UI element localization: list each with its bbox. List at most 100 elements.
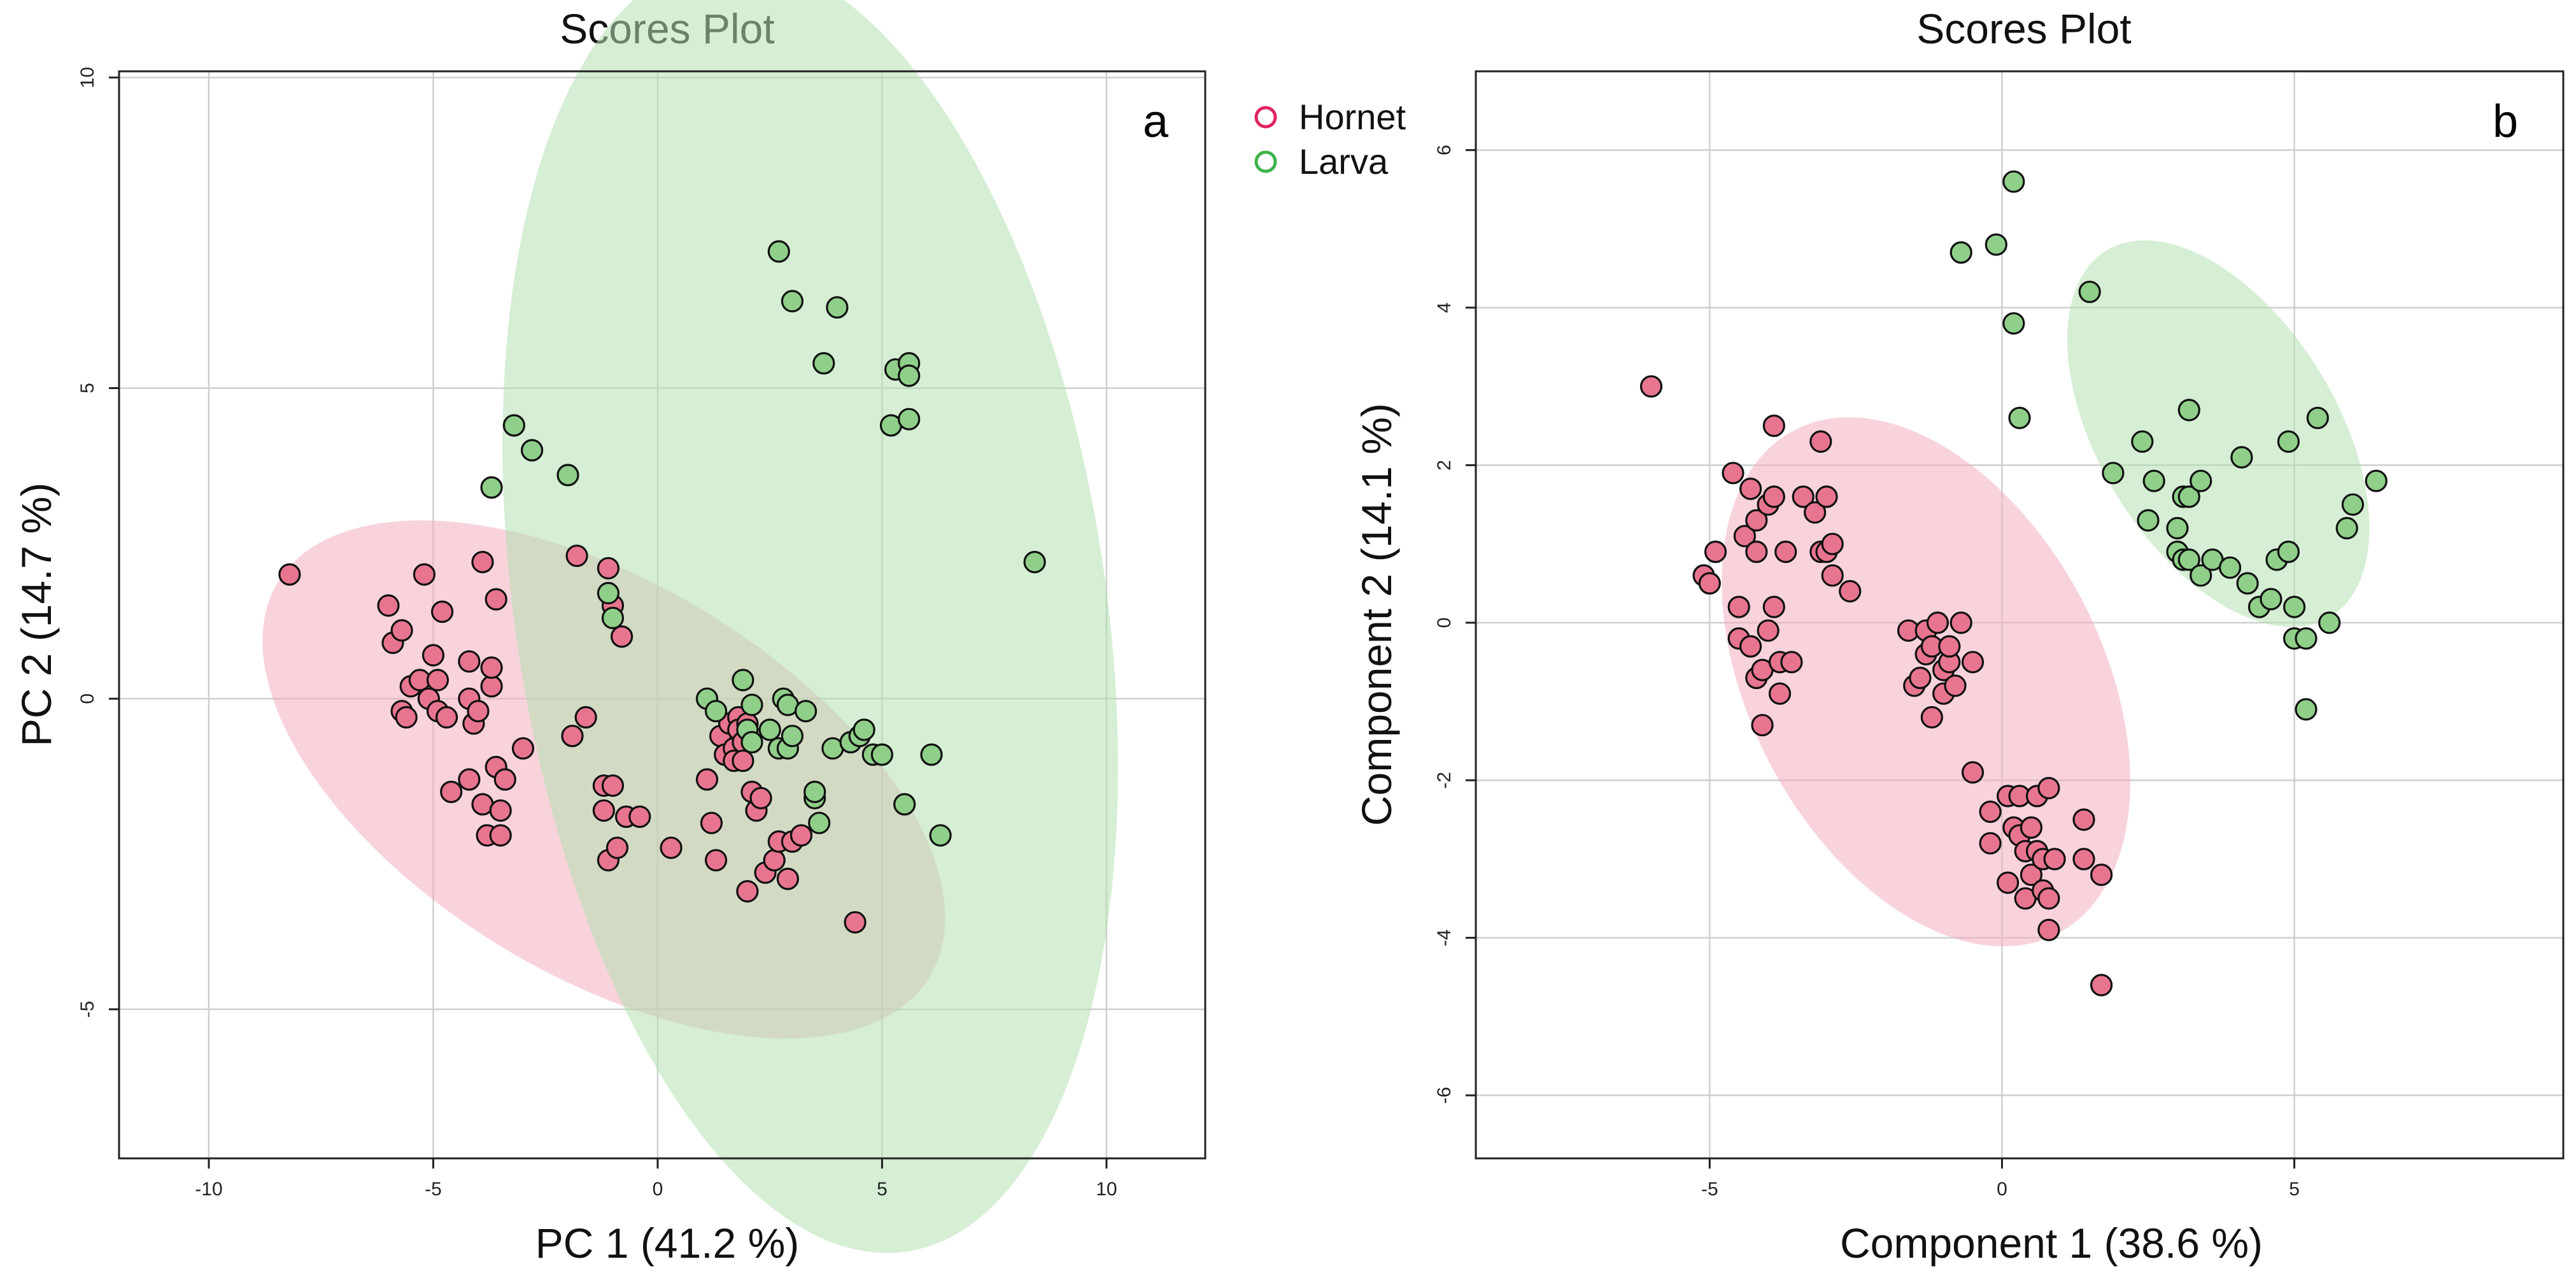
point-larva xyxy=(767,240,790,263)
point-hornet xyxy=(605,836,629,859)
point-larva xyxy=(803,780,826,804)
point-larva xyxy=(2008,406,2031,429)
y-tick-label: 6 xyxy=(1434,145,1455,155)
point-larva xyxy=(929,824,952,847)
ellipses-a xyxy=(262,0,1118,1253)
point-hornet xyxy=(2043,848,2066,871)
point-hornet xyxy=(1727,595,1750,618)
x-axis-title-a: PC 1 (41.2 %) xyxy=(535,1220,800,1267)
point-hornet xyxy=(1792,485,1815,508)
legend-item-larva: Larva xyxy=(1254,141,1389,181)
points-b xyxy=(1639,170,2388,997)
legend-label-larva: Larva xyxy=(1299,141,1389,181)
legend-label-hornet: Hornet xyxy=(1299,97,1406,137)
point-larva xyxy=(740,730,763,754)
point-larva xyxy=(898,364,921,387)
point-hornet xyxy=(1815,485,1838,508)
point-hornet xyxy=(628,805,651,828)
scores-plot-panel-b: Scores Plot -5 0 5 -6 -4 -2 0 2 4 6 b Component 1… xyxy=(1353,5,2565,1267)
point-hornet xyxy=(1639,375,1663,398)
point-larva xyxy=(2295,627,2318,650)
panel-label-a: a xyxy=(1143,96,1169,147)
point-hornet xyxy=(565,544,588,567)
point-larva xyxy=(2277,540,2300,564)
point-hornet xyxy=(736,879,759,903)
point-larva xyxy=(808,811,831,834)
point-larva xyxy=(2137,509,2160,532)
points-a xyxy=(278,240,1046,934)
point-hornet xyxy=(1950,611,1972,634)
point-hornet xyxy=(1944,674,1967,697)
point-larva xyxy=(2277,430,2300,453)
x-tick-label: -10 xyxy=(195,1179,222,1200)
point-larva xyxy=(2190,564,2212,587)
point-hornet xyxy=(458,650,481,673)
point-hornet xyxy=(467,700,490,723)
plot-frame-a xyxy=(118,70,1207,1160)
ticks-b: -5 0 5 -6 -4 -2 0 2 4 6 xyxy=(1434,145,2300,1200)
point-hornet xyxy=(732,750,754,772)
y-tick-label: -2 xyxy=(1434,772,1455,789)
point-hornet xyxy=(763,849,786,872)
point-larva xyxy=(556,464,579,487)
point-larva xyxy=(2260,588,2282,611)
point-larva xyxy=(794,700,817,723)
point-hornet xyxy=(471,550,494,574)
y-axis-title-b: Component 2 (14.1 %) xyxy=(1353,403,1400,826)
point-larva xyxy=(2365,469,2388,492)
point-hornet xyxy=(1762,485,1785,508)
point-larva xyxy=(853,718,875,741)
point-hornet xyxy=(480,656,503,679)
point-hornet xyxy=(1762,595,1785,618)
legend-marker-hornet xyxy=(1254,106,1277,129)
point-hornet xyxy=(426,669,449,692)
point-hornet xyxy=(458,768,481,791)
point-hornet xyxy=(1739,635,1762,658)
point-larva xyxy=(597,581,620,605)
point-hornet xyxy=(440,780,463,804)
point-larva xyxy=(2219,556,2242,579)
point-hornet xyxy=(377,594,400,617)
point-hornet xyxy=(2020,816,2042,839)
point-hornet xyxy=(489,799,512,822)
point-larva xyxy=(2236,572,2259,595)
y-axis-title-a: PC 2 (14.7 %) xyxy=(13,483,60,747)
point-larva xyxy=(893,793,916,816)
point-hornet xyxy=(789,824,813,847)
point-hornet xyxy=(485,588,507,611)
point-larva xyxy=(520,439,544,462)
point-larva xyxy=(781,725,804,748)
point-larva xyxy=(758,718,781,741)
y-tick-label: -5 xyxy=(77,1001,98,1018)
point-larva xyxy=(2230,446,2253,469)
point-larva xyxy=(2177,485,2200,508)
point-hornet xyxy=(1926,611,1949,634)
x-axis-title-b: Component 1 (38.6 %) xyxy=(1840,1220,2263,1267)
point-larva xyxy=(920,743,943,766)
point-hornet xyxy=(601,774,625,797)
point-hornet xyxy=(2037,887,2060,910)
point-larva xyxy=(732,669,754,692)
point-hornet xyxy=(660,836,683,859)
point-hornet xyxy=(1704,540,1727,564)
point-larva xyxy=(601,606,625,630)
point-hornet xyxy=(2020,864,2042,886)
point-larva xyxy=(502,414,526,437)
x-tick-label: -5 xyxy=(1701,1179,1718,1200)
point-hornet xyxy=(1751,714,1774,737)
point-larva xyxy=(781,290,804,313)
point-hornet xyxy=(395,706,418,729)
point-hornet xyxy=(390,619,413,642)
point-larva xyxy=(2318,611,2341,634)
point-hornet xyxy=(776,867,800,890)
point-hornet xyxy=(1745,540,1768,564)
y-tick-label: -6 xyxy=(1434,1087,1455,1104)
x-tick-label: 10 xyxy=(1096,1179,1117,1200)
point-larva xyxy=(2078,280,2101,303)
point-hornet xyxy=(2072,808,2095,831)
point-hornet xyxy=(430,600,454,623)
point-hornet xyxy=(1762,414,1785,437)
point-larva xyxy=(2166,516,2189,540)
legend-item-hornet: Hornet xyxy=(1254,97,1406,137)
point-hornet xyxy=(1809,430,1832,453)
